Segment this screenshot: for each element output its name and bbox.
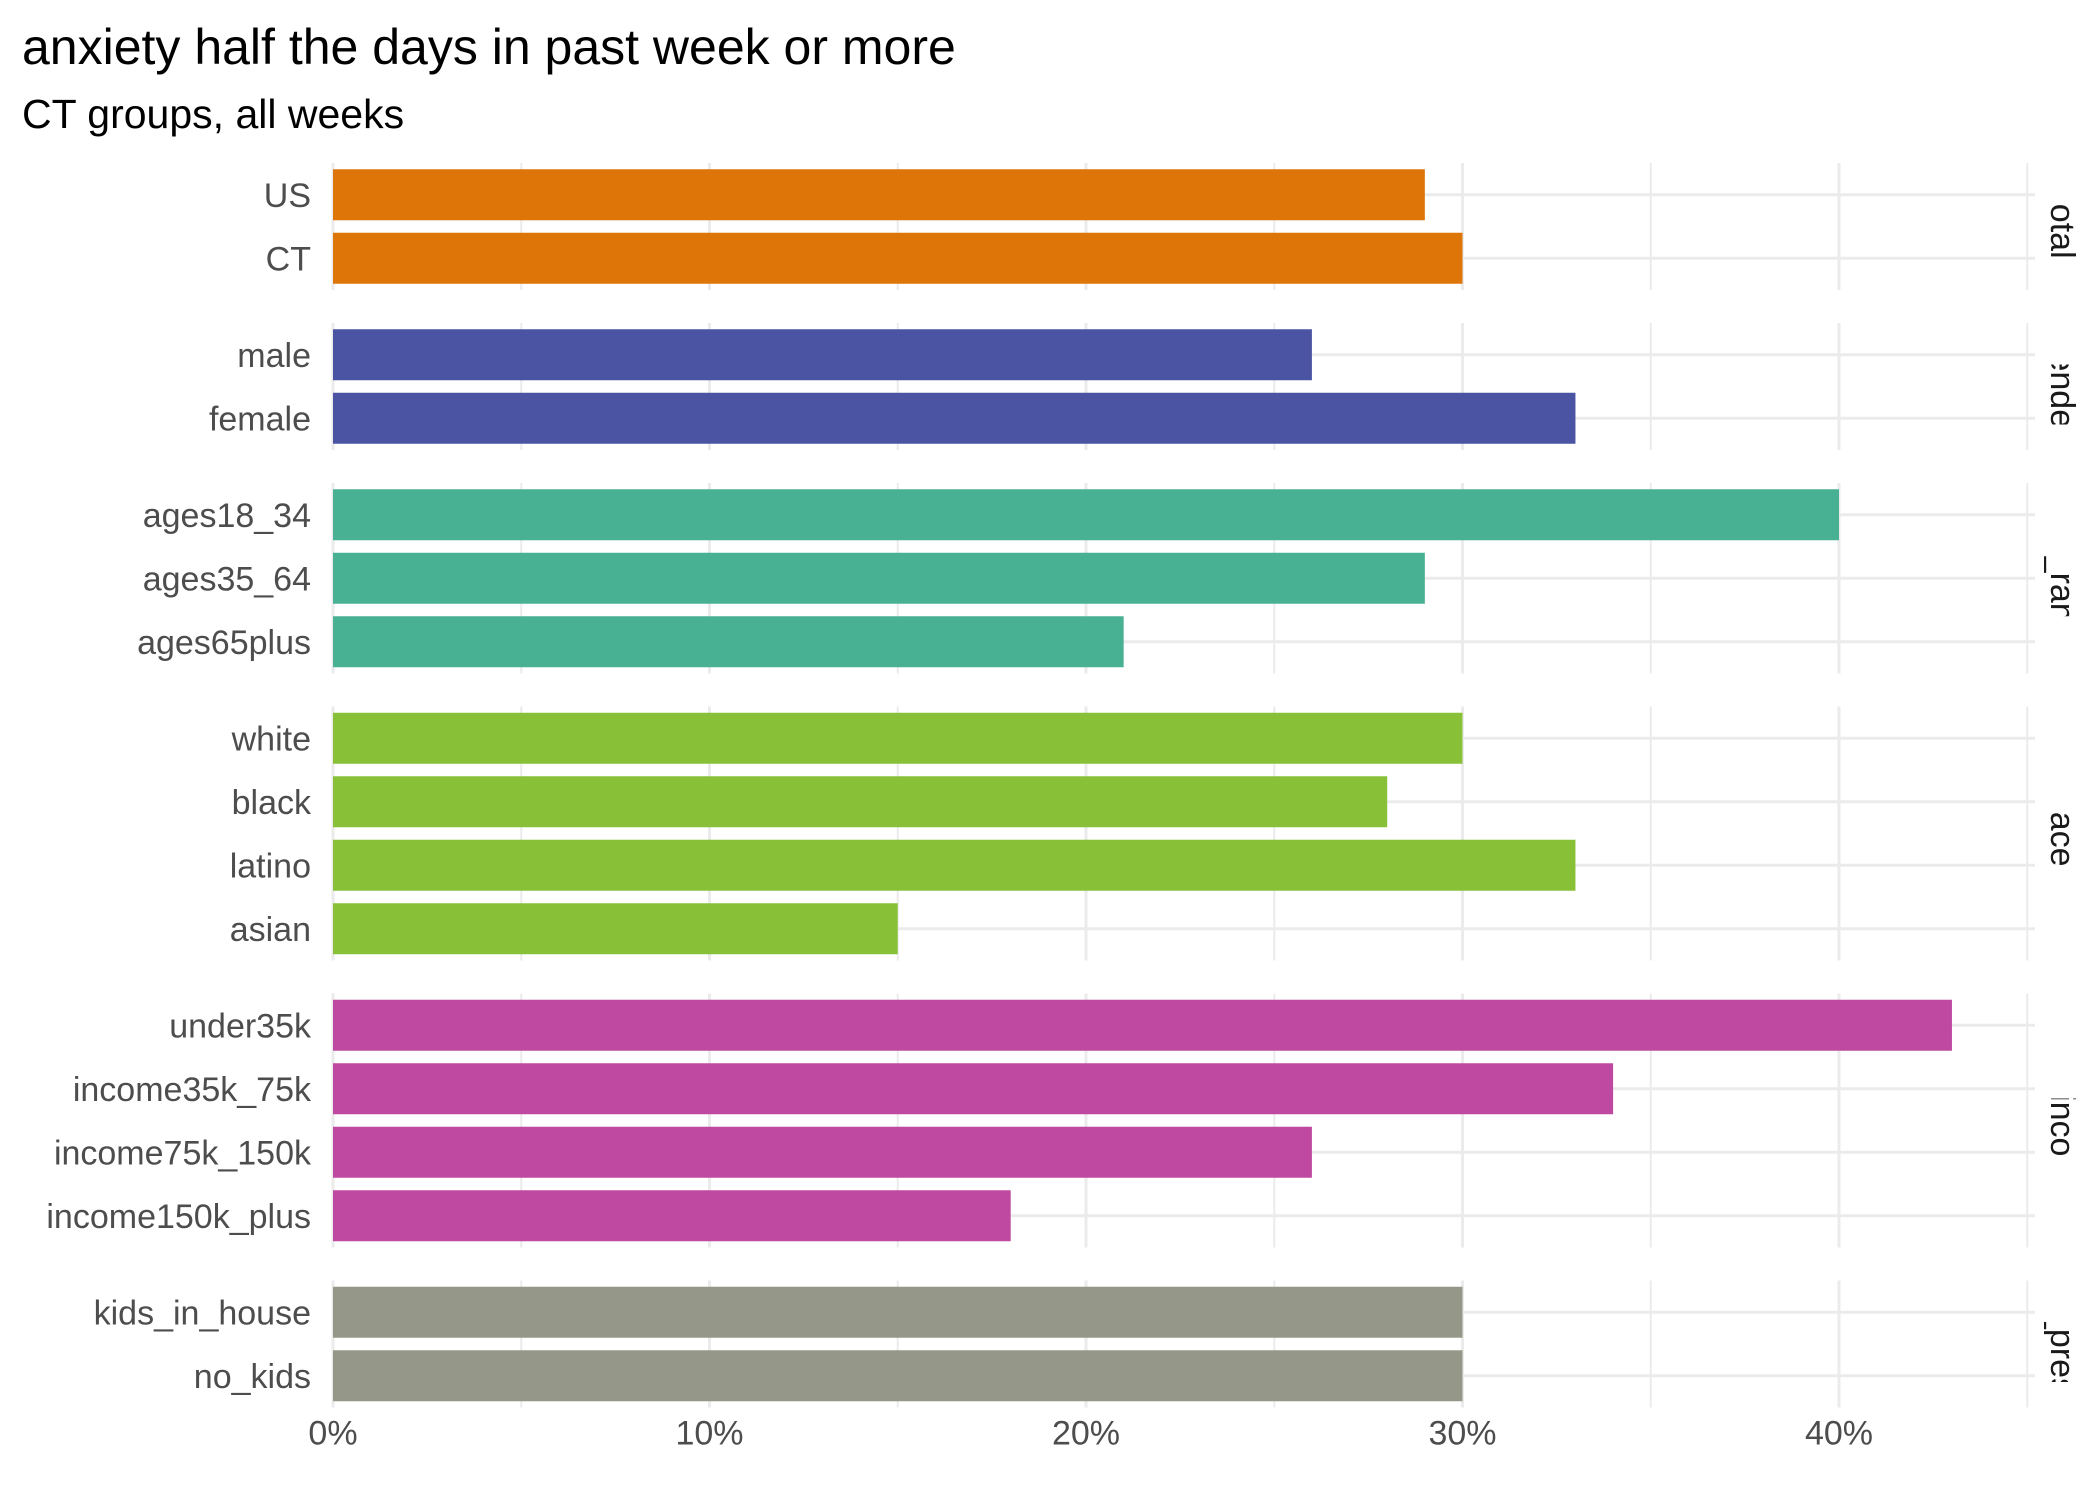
- category-label-ages35_64: ages35_64: [143, 560, 311, 598]
- bar-US: [333, 169, 1425, 221]
- bar-income35k_75k: [333, 1063, 1614, 1115]
- bar-female: [333, 392, 1576, 444]
- category-label-latino: latino: [230, 847, 311, 885]
- category-label-asian: asian: [230, 911, 311, 949]
- bar-ages18_34: [333, 489, 1839, 541]
- x-tick-label: 20%: [1052, 1415, 1120, 1453]
- strip-label-gender: gender: [2043, 334, 2081, 440]
- category-label-kids_in_house: kids_in_house: [94, 1294, 311, 1332]
- strip-label-race: race: [2043, 800, 2081, 866]
- category-label-income75k_150k: income75k_150k: [54, 1134, 312, 1172]
- bar-black: [333, 776, 1388, 828]
- bar-ages35_64: [333, 552, 1425, 604]
- bar-ages65plus: [333, 616, 1124, 668]
- strip-label-age_range: age_range: [2043, 497, 2081, 660]
- category-label-CT: CT: [266, 240, 311, 278]
- facet-panel-kids_present: kids_in_house no_kids: [94, 1280, 2035, 1408]
- facet-panel-hh_income: under35k income35k_75k income75k_150kincom…: [46, 993, 2035, 1248]
- category-label-no_kids: no_kids: [194, 1358, 311, 1396]
- strip-label-hh_income: hh_income: [2043, 1037, 2081, 1203]
- x-tick-label: 30%: [1428, 1415, 1496, 1453]
- category-label-under35k: under35k: [169, 1007, 312, 1045]
- x-tick-label: 0%: [308, 1415, 357, 1453]
- category-label-US: US: [264, 177, 311, 215]
- category-label-ages65plus: ages65plus: [137, 624, 311, 662]
- facet-panel-age_range: ages18_34 ages35_64 ages65plus: [137, 483, 2035, 674]
- chart-subtitle: CT groups, all weeks: [22, 91, 405, 137]
- category-label-black: black: [232, 784, 312, 822]
- bar-male: [333, 329, 1312, 381]
- facet-panel-race: white black latino asian: [230, 706, 2035, 961]
- bar-kids_in_house: [333, 1286, 1463, 1338]
- strip-label-total: total: [2043, 194, 2081, 258]
- bar-asian: [333, 903, 898, 955]
- facet-panel-gender: male female: [209, 323, 2035, 450]
- x-tick-label: 10%: [675, 1415, 743, 1453]
- category-label-ages18_34: ages18_34: [143, 497, 311, 535]
- bar-income75k_150k: [333, 1126, 1312, 1178]
- bar-under35k: [333, 999, 1952, 1051]
- category-label-male: male: [237, 337, 311, 375]
- chart-title: anxiety half the days in past week or mo…: [22, 19, 956, 75]
- bar-white: [333, 712, 1463, 764]
- facet-panel-total: US CT: [264, 163, 2035, 290]
- category-label-female: female: [209, 400, 311, 438]
- category-label-income35k_75k: income35k_75k: [73, 1071, 312, 1109]
- x-tick-label: 40%: [1805, 1415, 1873, 1453]
- strip-label-kids_present: ds_prese: [2043, 1274, 2081, 1414]
- bar-no_kids: [333, 1350, 1463, 1402]
- bar-latino: [333, 839, 1576, 891]
- bar-income150k_plus: [333, 1190, 1011, 1242]
- category-label-white: white: [231, 720, 311, 758]
- bar-CT: [333, 232, 1463, 284]
- category-label-income150k_plus: income150k_plus: [46, 1198, 311, 1236]
